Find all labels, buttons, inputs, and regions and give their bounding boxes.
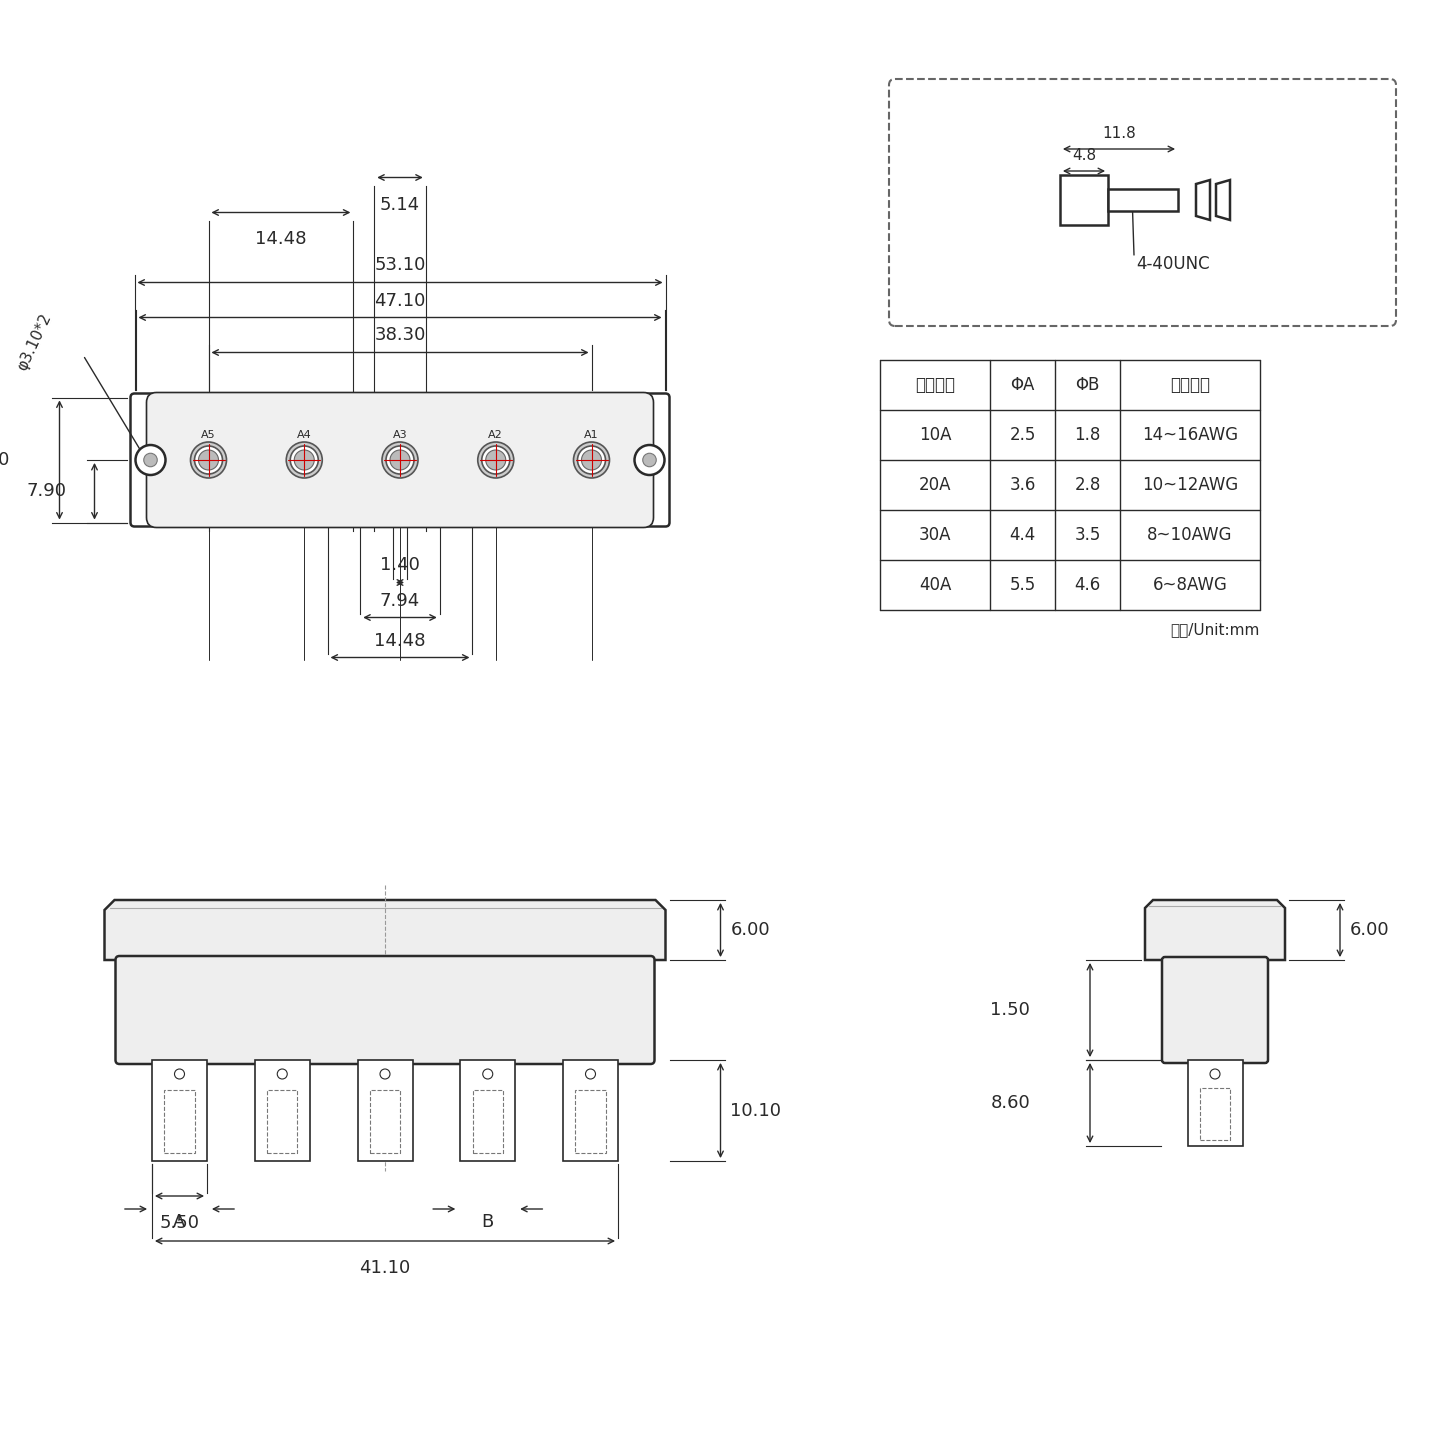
Bar — [472, 1090, 503, 1153]
Text: 47.10: 47.10 — [374, 291, 426, 310]
Text: 5.50: 5.50 — [160, 1214, 200, 1233]
Text: 3.5: 3.5 — [1074, 526, 1100, 544]
Text: 额定电流: 额定电流 — [914, 376, 955, 395]
Circle shape — [642, 454, 657, 467]
Text: 14.48: 14.48 — [255, 230, 307, 249]
Circle shape — [144, 454, 157, 467]
Text: 1.50: 1.50 — [991, 1001, 1030, 1020]
Bar — [164, 1090, 194, 1153]
Bar — [1060, 176, 1107, 225]
Text: 单位/Unit:mm: 单位/Unit:mm — [1171, 622, 1260, 636]
Text: A2: A2 — [488, 431, 503, 441]
Text: 4.4: 4.4 — [1009, 526, 1035, 544]
Circle shape — [294, 449, 314, 469]
Text: 10A: 10A — [919, 426, 952, 444]
Circle shape — [135, 445, 166, 475]
Polygon shape — [1215, 180, 1230, 220]
Bar — [1107, 189, 1178, 212]
Text: 2.5: 2.5 — [1009, 426, 1035, 444]
Circle shape — [1210, 1068, 1220, 1079]
Text: 53.10: 53.10 — [374, 256, 426, 275]
Polygon shape — [1197, 180, 1210, 220]
Text: 38.30: 38.30 — [374, 327, 426, 344]
Circle shape — [390, 449, 410, 469]
Text: 5.14: 5.14 — [380, 196, 420, 213]
FancyBboxPatch shape — [115, 956, 655, 1064]
Text: 10.10: 10.10 — [730, 1102, 782, 1119]
Circle shape — [478, 442, 514, 478]
Polygon shape — [1145, 900, 1284, 960]
Text: 7.90: 7.90 — [26, 482, 66, 500]
Text: ΦA: ΦA — [1011, 376, 1035, 395]
Text: 41.10: 41.10 — [360, 1259, 410, 1277]
Text: φ3.10*2: φ3.10*2 — [14, 311, 55, 373]
Circle shape — [194, 446, 223, 474]
Text: 4-40UNC: 4-40UNC — [1136, 255, 1210, 274]
Text: 5.5: 5.5 — [1009, 576, 1035, 593]
Bar — [153, 1060, 207, 1161]
Circle shape — [482, 1068, 492, 1079]
Text: 6.00: 6.00 — [1351, 922, 1390, 939]
Text: 12.50: 12.50 — [0, 451, 10, 469]
Text: 40A: 40A — [919, 576, 952, 593]
Text: 2.8: 2.8 — [1074, 477, 1100, 494]
Text: 6.00: 6.00 — [730, 922, 770, 939]
Circle shape — [386, 446, 415, 474]
Text: 3.6: 3.6 — [1009, 477, 1035, 494]
Bar — [370, 1090, 400, 1153]
Circle shape — [291, 446, 318, 474]
Text: 20A: 20A — [919, 477, 952, 494]
Bar — [563, 1060, 618, 1161]
Text: 1.40: 1.40 — [380, 556, 420, 575]
Bar — [1188, 1060, 1243, 1146]
Text: 8~10AWG: 8~10AWG — [1148, 526, 1233, 544]
FancyBboxPatch shape — [147, 393, 654, 527]
Bar — [268, 1090, 298, 1153]
Text: A1: A1 — [585, 431, 599, 441]
Circle shape — [174, 1068, 184, 1079]
FancyBboxPatch shape — [131, 393, 670, 527]
Text: 11.8: 11.8 — [1102, 125, 1136, 141]
Text: 14.48: 14.48 — [374, 632, 426, 649]
Circle shape — [573, 442, 609, 478]
Text: 1.8: 1.8 — [1074, 426, 1100, 444]
Circle shape — [199, 449, 219, 469]
Text: 4.8: 4.8 — [1071, 148, 1096, 163]
Circle shape — [485, 449, 505, 469]
Text: A5: A5 — [202, 431, 216, 441]
Bar — [357, 1060, 412, 1161]
Circle shape — [380, 1068, 390, 1079]
Text: A4: A4 — [297, 431, 311, 441]
Text: A: A — [173, 1212, 186, 1231]
Circle shape — [482, 446, 510, 474]
Circle shape — [190, 442, 226, 478]
Text: 4.6: 4.6 — [1074, 576, 1100, 593]
Text: 8.60: 8.60 — [991, 1094, 1030, 1112]
Circle shape — [635, 445, 664, 475]
Text: 线材规格: 线材规格 — [1169, 376, 1210, 395]
FancyBboxPatch shape — [888, 79, 1395, 325]
Circle shape — [586, 1068, 596, 1079]
Bar — [1200, 1089, 1230, 1140]
Text: A3: A3 — [393, 431, 408, 441]
Text: 6~8AWG: 6~8AWG — [1152, 576, 1227, 593]
FancyBboxPatch shape — [1162, 958, 1269, 1063]
Text: 10~12AWG: 10~12AWG — [1142, 477, 1238, 494]
Text: B: B — [481, 1212, 494, 1231]
Bar — [576, 1090, 606, 1153]
Bar — [461, 1060, 516, 1161]
Circle shape — [287, 442, 323, 478]
Circle shape — [582, 449, 602, 469]
Text: 14~16AWG: 14~16AWG — [1142, 426, 1238, 444]
Circle shape — [577, 446, 605, 474]
Text: 7.94: 7.94 — [380, 592, 420, 609]
Polygon shape — [105, 900, 665, 960]
Bar — [255, 1060, 310, 1161]
Circle shape — [278, 1068, 287, 1079]
Text: ΦB: ΦB — [1076, 376, 1100, 395]
Circle shape — [382, 442, 418, 478]
Text: 30A: 30A — [919, 526, 952, 544]
